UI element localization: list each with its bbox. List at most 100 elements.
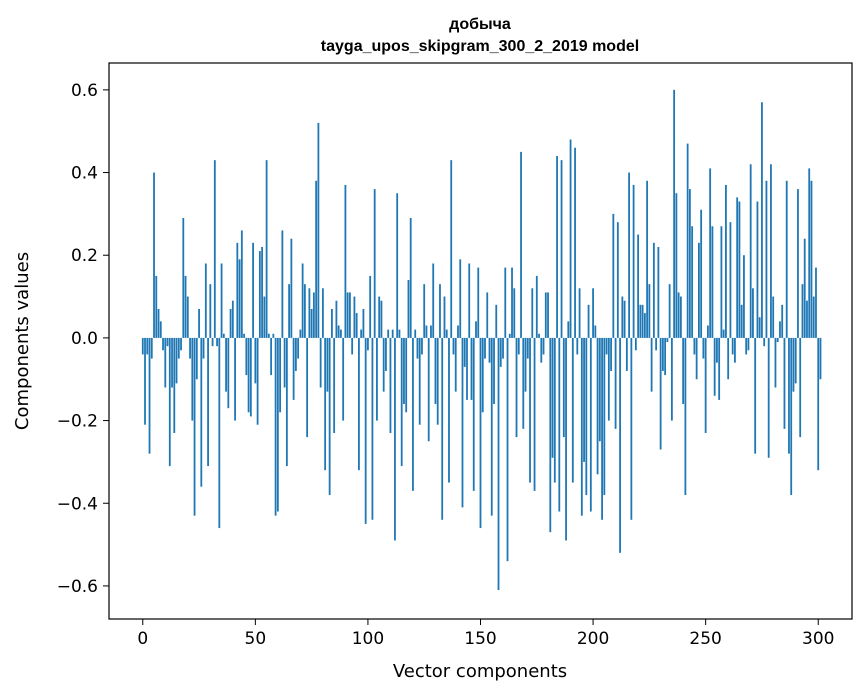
bar [688, 189, 691, 338]
bar [263, 296, 266, 338]
bar [734, 337, 736, 363]
bar [754, 337, 757, 454]
bar [396, 193, 399, 338]
bar [511, 267, 513, 338]
bar [326, 337, 329, 392]
bar [616, 222, 619, 338]
y-axis-label: Components values [12, 252, 33, 430]
bar [148, 337, 151, 454]
bar [229, 308, 232, 338]
x-axis: 0 50 100 150 200 250 300 [137, 619, 834, 649]
bar [331, 308, 333, 338]
bar [657, 246, 660, 338]
bar [783, 337, 786, 429]
bar [799, 337, 802, 438]
bar [601, 337, 603, 520]
bar [279, 337, 282, 413]
bar [312, 292, 315, 338]
bar [603, 337, 606, 495]
bar [607, 337, 610, 421]
x-tick-label: 0 [137, 629, 148, 649]
bar [306, 337, 309, 438]
bar [443, 296, 446, 338]
bar [452, 337, 455, 355]
bar [698, 242, 700, 338]
y-tick-label: 0.0 [71, 329, 98, 349]
bar [497, 337, 500, 591]
bar [175, 337, 178, 384]
bar [765, 180, 768, 338]
bar [342, 337, 345, 421]
bar [213, 160, 216, 338]
bar [231, 300, 234, 338]
bar [526, 337, 529, 359]
y-tick-label: 0.2 [71, 246, 98, 266]
bar [535, 275, 538, 338]
bar [405, 337, 408, 413]
x-tick-label: 250 [689, 629, 721, 649]
bar [209, 284, 212, 338]
bar [709, 168, 712, 338]
bar [265, 160, 268, 338]
bar [245, 337, 248, 376]
bar [218, 337, 221, 529]
bar [333, 337, 336, 433]
bar [346, 292, 349, 338]
bar [281, 230, 284, 338]
bar [643, 313, 646, 338]
bar [427, 337, 430, 442]
bar [335, 300, 338, 338]
bar [168, 337, 171, 467]
bar [434, 337, 437, 405]
bar [522, 337, 525, 429]
bar [700, 209, 703, 338]
bar [328, 337, 331, 495]
bar [423, 284, 426, 338]
bar [258, 251, 261, 338]
bar [513, 288, 516, 338]
bar [630, 337, 633, 520]
y-tick-label: −0.6 [57, 577, 98, 597]
bar [173, 337, 176, 433]
bar [725, 184, 727, 338]
bar [369, 275, 372, 338]
bar [340, 329, 342, 338]
bar [655, 337, 658, 351]
bar [560, 160, 563, 338]
bar [459, 259, 462, 338]
chart-title: добыча [449, 16, 511, 33]
bar [619, 337, 621, 553]
bar [815, 267, 817, 338]
bar [412, 337, 414, 491]
bar [567, 321, 570, 338]
bar [303, 284, 306, 338]
bar [547, 292, 549, 338]
bar [159, 321, 162, 338]
bar [774, 337, 777, 388]
bar [596, 337, 599, 475]
bar [594, 325, 597, 338]
bar [691, 226, 694, 338]
bar [198, 308, 200, 338]
bar [666, 337, 669, 343]
bar [321, 288, 324, 338]
bar [195, 337, 198, 380]
bar [418, 337, 421, 425]
bar [164, 337, 167, 388]
bar [288, 284, 291, 338]
bar [256, 337, 259, 425]
bar [614, 337, 617, 429]
bar [806, 300, 808, 338]
bar [634, 337, 637, 351]
bar [234, 337, 236, 421]
bar [272, 333, 275, 338]
bar [580, 337, 583, 516]
bar [772, 296, 775, 338]
bar [648, 284, 651, 338]
bar [430, 325, 432, 338]
bar [441, 337, 444, 520]
bar [301, 263, 304, 338]
bar [432, 263, 435, 338]
bar [193, 337, 196, 516]
bar [679, 296, 682, 338]
